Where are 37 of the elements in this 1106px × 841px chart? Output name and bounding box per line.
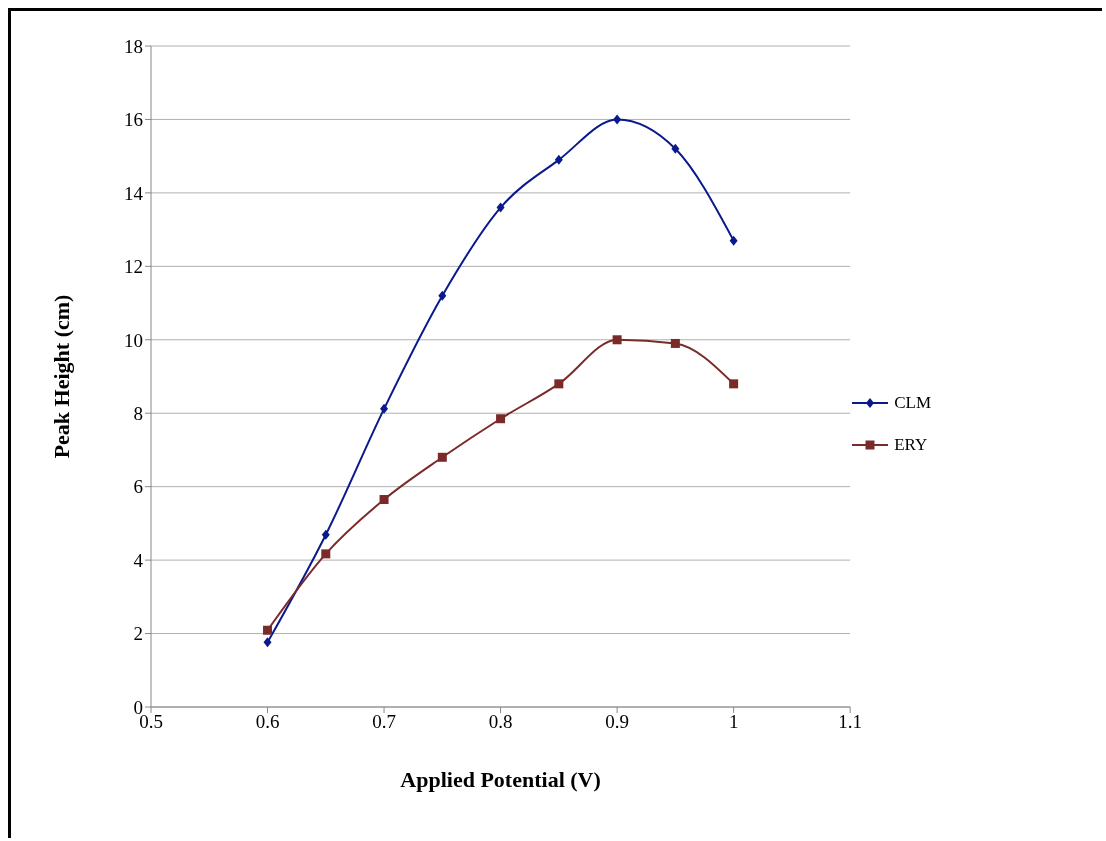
point <box>321 549 331 559</box>
point <box>554 379 564 389</box>
x-axis-title: Applied Potential (V) <box>400 767 601 792</box>
point <box>496 414 506 424</box>
legend-label: ERY <box>894 435 928 455</box>
point <box>321 529 330 540</box>
y-tick-label: 6 <box>133 476 143 498</box>
x-tick-label: 0.9 <box>605 711 629 733</box>
y-tick-label: 2 <box>133 623 143 645</box>
point <box>554 154 563 165</box>
x-tick-label: 1.1 <box>838 711 863 733</box>
y-tick-label: 16 <box>124 109 143 131</box>
point <box>263 637 272 648</box>
y-tick-label: 18 <box>124 35 143 57</box>
x-tick-label: 0.7 <box>372 711 396 733</box>
x-tick-label: 1 <box>728 711 739 733</box>
point <box>379 495 389 505</box>
point <box>496 202 505 213</box>
point <box>437 452 447 462</box>
point <box>671 143 680 154</box>
legend-label: CLM <box>894 393 931 413</box>
y-tick-label: 12 <box>124 256 143 278</box>
x-tick-label: 0.6 <box>255 711 280 733</box>
y-axis-title: Peak Height (cm) <box>48 294 74 459</box>
y-tick-label: 8 <box>133 402 143 424</box>
point <box>380 403 389 414</box>
y-tick-label: 14 <box>124 182 144 204</box>
point <box>729 235 738 246</box>
point <box>670 338 680 348</box>
point <box>438 290 447 301</box>
y-tick-label: 10 <box>124 329 143 351</box>
point <box>612 335 622 345</box>
y-tick-label: 4 <box>133 549 144 571</box>
point <box>613 114 622 125</box>
point <box>729 379 739 389</box>
x-tick-label: 0.8 <box>488 711 513 733</box>
point <box>263 625 273 635</box>
